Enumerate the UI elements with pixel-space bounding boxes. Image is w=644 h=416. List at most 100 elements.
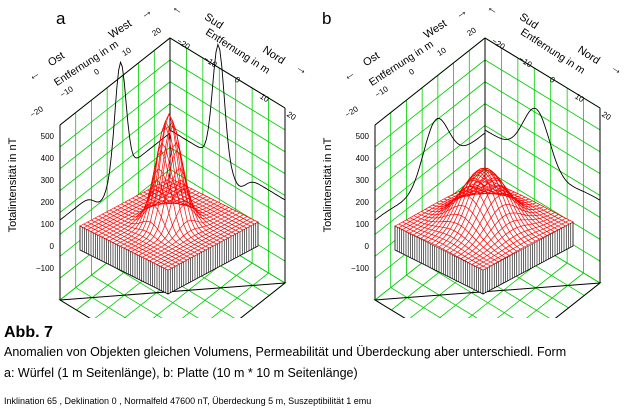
surface-mesh-line <box>153 214 244 264</box>
anomaly-surface <box>79 113 259 295</box>
caption-title: Abb. 7 <box>4 324 53 341</box>
grid-line <box>374 81 486 170</box>
surface-mesh-line <box>398 223 487 269</box>
tick-label-left: 10 <box>120 45 133 58</box>
grid-line <box>169 125 286 196</box>
arrow-left-right-side: ← <box>169 0 187 18</box>
caption-parameters: Inklination 65 , Deklination 0 , Normalf… <box>4 396 372 406</box>
grid-line <box>484 147 601 218</box>
grid-line <box>374 147 486 235</box>
surface-mesh-line <box>83 223 172 269</box>
tick-label-right: 0 <box>548 75 557 85</box>
profile-line <box>484 107 601 201</box>
surface-mesh-line <box>164 219 255 269</box>
west-label: West <box>107 18 134 42</box>
tick-label-left: −20 <box>28 104 45 119</box>
grid-line <box>421 262 514 318</box>
surface-mesh-line <box>482 221 574 271</box>
grid-line <box>181 262 253 318</box>
surface-mesh-line <box>479 219 570 269</box>
z-tick-label: 0 <box>50 242 55 251</box>
z-tick-label: 200 <box>41 198 55 207</box>
z-tick-label: −100 <box>351 264 370 273</box>
tick-label-left: 0 <box>92 67 101 77</box>
surface-mesh-line <box>406 219 495 265</box>
ost-label: Ost <box>361 50 382 69</box>
grid-line <box>406 274 478 318</box>
grid-line <box>484 59 601 131</box>
grid-line <box>59 59 171 148</box>
surface-mesh-line <box>79 225 169 271</box>
arrow-left-right-side: ← <box>484 0 502 18</box>
tick-label-left: 10 <box>435 45 448 58</box>
caption-panel-legend: a: Würfel (1 m Seitenlänge), b: Platte (… <box>4 366 358 380</box>
profile-line <box>169 42 286 201</box>
tick-label-left: 20 <box>465 25 478 38</box>
grid-line <box>484 81 601 153</box>
surface-mesh-line <box>91 219 180 265</box>
surface-base <box>80 178 258 270</box>
tick-label-right: 10 <box>258 92 271 105</box>
grid-line <box>91 274 163 318</box>
arrow-right-right-side: → <box>293 60 311 78</box>
z-tick-label: 100 <box>356 220 370 229</box>
grid-line <box>59 125 171 213</box>
z-tick-label: 400 <box>41 154 55 163</box>
z-tick-label: 500 <box>356 132 370 141</box>
tick-label-right: −10 <box>202 54 219 69</box>
surface-mesh-line <box>156 216 248 265</box>
grid-line <box>526 272 584 318</box>
tick-label-left: 20 <box>150 25 163 38</box>
panel-letter: b <box>322 9 331 28</box>
west-label: West <box>422 18 449 42</box>
grid-line <box>75 287 127 318</box>
z-tick-label: 0 <box>365 242 370 251</box>
profile-line <box>374 118 486 221</box>
surface-mesh-line <box>471 216 563 265</box>
grid-line <box>169 168 286 240</box>
surface-mesh-line <box>402 221 491 267</box>
tick-label-right: 20 <box>285 110 298 123</box>
grid-line <box>374 125 486 213</box>
surface-mesh-line <box>475 217 566 267</box>
z-axis-label: Totalintensität in nT <box>322 137 334 232</box>
grid-line <box>59 81 171 170</box>
distance-label-left: Entfernung in m <box>52 38 121 89</box>
ost-label: Ost <box>46 50 67 69</box>
z-tick-label: 300 <box>356 176 370 185</box>
grid-line <box>496 262 568 318</box>
arrow-left: ← <box>340 66 358 84</box>
arrow-left: ← <box>25 66 43 84</box>
arrow-right-right-side: → <box>608 60 626 78</box>
grid-line <box>374 103 486 191</box>
surface-mesh-line <box>87 221 176 267</box>
z-tick-label: 500 <box>41 132 55 141</box>
z-tick-label: 400 <box>356 154 370 163</box>
tick-label-right: 0 <box>233 75 242 85</box>
panel-letter: a <box>56 9 66 28</box>
grid-line <box>390 287 442 318</box>
grid-line <box>484 168 601 240</box>
profile-line <box>59 60 171 221</box>
grid-line <box>169 81 286 153</box>
z-tick-label: 100 <box>41 220 55 229</box>
arrow-right: → <box>452 4 470 22</box>
grid-line <box>211 272 269 318</box>
z-tick-label: −100 <box>36 264 55 273</box>
grid-line <box>169 147 286 218</box>
profile-curves <box>59 42 286 221</box>
surface-mesh-line <box>468 214 559 263</box>
z-tick-label: 300 <box>41 176 55 185</box>
profile-curves <box>374 107 601 221</box>
grid-line <box>59 103 171 191</box>
z-tick-label: 200 <box>356 198 370 207</box>
tick-label-left: 0 <box>407 67 416 77</box>
surface-mesh-line <box>167 221 259 271</box>
tick-label-right: −10 <box>517 54 534 69</box>
grid-line <box>484 125 601 196</box>
distance-label-left: Entfernung in m <box>367 38 436 89</box>
grid-line <box>106 262 199 318</box>
